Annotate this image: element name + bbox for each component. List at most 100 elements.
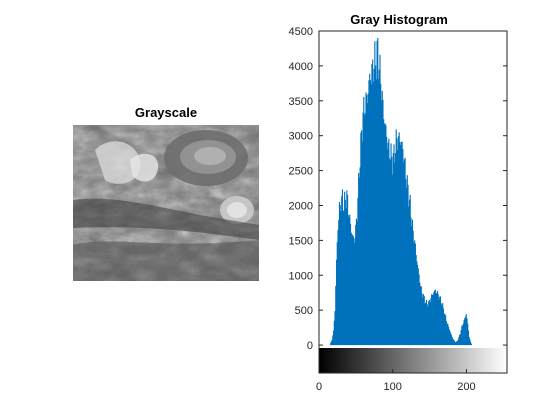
histogram-bar <box>371 64 373 346</box>
y-axis-ticks: 0 500 1000 1500 2000 2500 3000 3500 4000 4500 <box>289 26 507 352</box>
histogram-bar <box>402 148 404 346</box>
histogram-bar <box>391 174 394 346</box>
histogram-bar <box>417 268 419 346</box>
histogram-bar <box>464 318 466 346</box>
histogram-bar <box>420 286 422 346</box>
histogram-bar <box>464 316 467 346</box>
histogram-bar <box>425 299 428 346</box>
histogram-bars <box>330 38 472 346</box>
histogram-bar <box>456 341 458 346</box>
histogram-bar <box>435 292 437 346</box>
histogram-bar <box>394 153 397 346</box>
histogram-bar <box>343 210 345 346</box>
histogram-bar <box>337 230 339 346</box>
histogram-bar <box>404 157 406 346</box>
histogram-bar <box>421 293 423 346</box>
histogram-bar <box>447 324 449 346</box>
histogram-bar <box>453 340 456 346</box>
histogram-bar <box>369 80 371 346</box>
histogram-bar <box>450 335 453 346</box>
histogram-bar <box>386 148 388 346</box>
histogram-bar <box>462 325 464 346</box>
histogram-bar <box>338 202 341 346</box>
histogram-bar <box>388 138 390 346</box>
histogram-bar <box>330 343 332 346</box>
histogram-bar <box>357 197 359 346</box>
histogram-bar <box>366 94 368 346</box>
histogram-bar <box>365 92 367 346</box>
histogram-bar <box>414 240 416 346</box>
histogram-bar <box>383 119 385 346</box>
histogram-bar <box>344 191 346 346</box>
histogram-bar <box>332 335 334 346</box>
histogram-bar <box>408 199 411 346</box>
histogram-bar <box>361 130 363 346</box>
histogram-bar <box>355 218 357 346</box>
histogram-bar <box>362 112 364 346</box>
histogram-bar <box>420 286 422 346</box>
histogram-bar <box>338 220 340 346</box>
histogram-bar <box>470 342 472 346</box>
y-tick-label: 2500 <box>289 166 313 178</box>
histogram-bar <box>470 343 472 346</box>
y-tick-label: 4000 <box>289 61 313 73</box>
histogram-bar <box>400 145 402 346</box>
histogram-bar <box>353 242 355 346</box>
histogram-bar <box>439 296 442 346</box>
histogram-bar <box>393 144 395 346</box>
histogram-bar <box>377 78 380 346</box>
y-tick-label: 500 <box>295 305 313 317</box>
histogram-bar <box>461 325 463 346</box>
histogram-bar <box>436 293 438 346</box>
histogram-bar <box>383 123 386 346</box>
histogram-bar <box>442 308 444 346</box>
histogram-bar <box>442 303 444 346</box>
histogram-bar <box>368 80 370 346</box>
histogram-bar <box>333 330 335 346</box>
histogram-bar <box>445 320 447 346</box>
histogram-bar <box>422 294 425 346</box>
x-tick-label: 100 <box>384 381 402 393</box>
histogram-bar <box>336 242 338 346</box>
histogram-bar <box>417 264 419 346</box>
histogram-bar <box>358 177 360 346</box>
histogram-bar <box>335 286 337 346</box>
histogram-bar <box>467 323 469 346</box>
x-tick-label: 0 <box>316 381 322 393</box>
histogram-panel: Gray Histogram 0500100015002000250030003… <box>289 12 508 393</box>
histogram-bar <box>399 142 401 346</box>
histogram-bar <box>460 330 462 346</box>
histogram-bar <box>453 339 455 346</box>
histogram-bar <box>397 136 400 346</box>
histogram-bar <box>364 113 366 346</box>
histogram-bar <box>416 261 418 346</box>
histogram-bar <box>440 303 442 346</box>
histogram-bar <box>386 136 388 346</box>
histogram-bar <box>444 313 446 346</box>
histogram-bar <box>356 221 358 346</box>
histogram-bar <box>426 304 428 346</box>
histogram-bar <box>467 330 470 346</box>
histogram-bar <box>377 38 379 346</box>
histogram-bar <box>349 223 352 346</box>
histogram-bar <box>389 158 391 346</box>
histogram-bar <box>445 315 447 346</box>
grayscale-title: Grayscale <box>135 105 197 120</box>
histogram-bar <box>382 99 384 346</box>
histogram-bar <box>405 178 407 346</box>
histogram-bar <box>344 199 346 346</box>
histogram-bar <box>469 339 471 346</box>
histogram-bar <box>349 214 351 346</box>
histogram-bar <box>361 141 363 346</box>
histogram-axes-box <box>318 30 508 374</box>
histogram-bar <box>408 206 410 346</box>
histogram-bar <box>370 84 372 346</box>
histogram-bar <box>448 329 450 346</box>
histogram-bar <box>419 282 421 346</box>
histogram-bar <box>431 294 433 346</box>
histogram-bar <box>354 238 356 346</box>
histogram-bar <box>378 69 380 346</box>
y-tick-label: 0 <box>307 340 313 352</box>
histogram-bar <box>385 125 387 346</box>
histogram-bar <box>422 297 424 346</box>
